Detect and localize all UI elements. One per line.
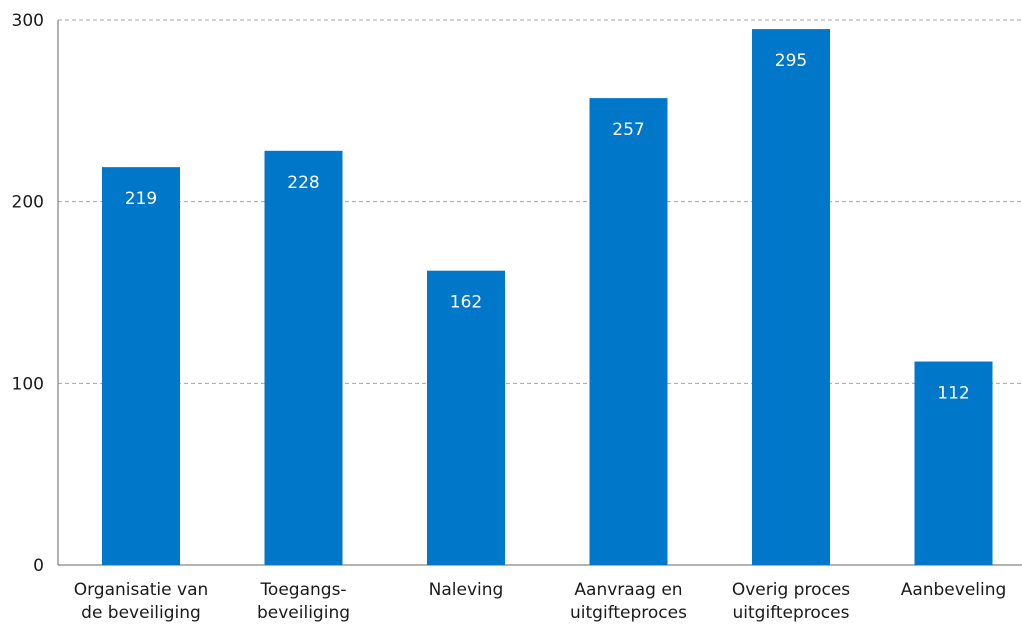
bar-value-label: 228 bbox=[287, 173, 319, 193]
x-category-label: Organisatie van bbox=[74, 580, 209, 600]
bar bbox=[589, 98, 668, 565]
x-axis-categories: Organisatie van de beveiliging Toegangs-be… bbox=[74, 580, 1007, 623]
bar bbox=[264, 150, 343, 566]
x-category-label: beveiliging bbox=[257, 603, 350, 623]
x-category-label: Toegangs- bbox=[259, 580, 346, 600]
bar-value-label: 112 bbox=[937, 384, 969, 404]
bar-value-label: 162 bbox=[450, 293, 482, 313]
bar bbox=[102, 167, 180, 565]
x-category-label: Aanbeveling bbox=[901, 580, 1007, 600]
axes bbox=[57, 20, 1022, 566]
bar-value-label: 295 bbox=[775, 51, 807, 71]
x-category-label: uitgifteproces bbox=[733, 603, 850, 623]
x-category-label: uitgifteproces bbox=[570, 603, 687, 623]
y-tick-label: 100 bbox=[12, 374, 44, 394]
x-category-label: de beveiliging bbox=[81, 603, 201, 623]
bars bbox=[102, 29, 993, 566]
x-category-label: Overig proces bbox=[732, 580, 850, 600]
bar-value-label: 257 bbox=[612, 120, 644, 140]
bar bbox=[427, 270, 505, 565]
y-tick-label: 300 bbox=[12, 11, 44, 31]
x-category-label: Naleving bbox=[429, 580, 504, 600]
bar bbox=[752, 29, 830, 566]
y-tick-label: 200 bbox=[12, 193, 44, 213]
bar-value-label: 219 bbox=[125, 189, 157, 209]
y-tick-label: 0 bbox=[33, 556, 44, 576]
y-axis-ticks: 0 100 200 300 bbox=[12, 11, 44, 576]
bar bbox=[914, 361, 993, 565]
data-labels: 219 228 162 257 295 112 bbox=[125, 51, 970, 403]
x-category-label: Aanvraag en bbox=[574, 580, 682, 600]
gridlines bbox=[58, 19, 1022, 384]
